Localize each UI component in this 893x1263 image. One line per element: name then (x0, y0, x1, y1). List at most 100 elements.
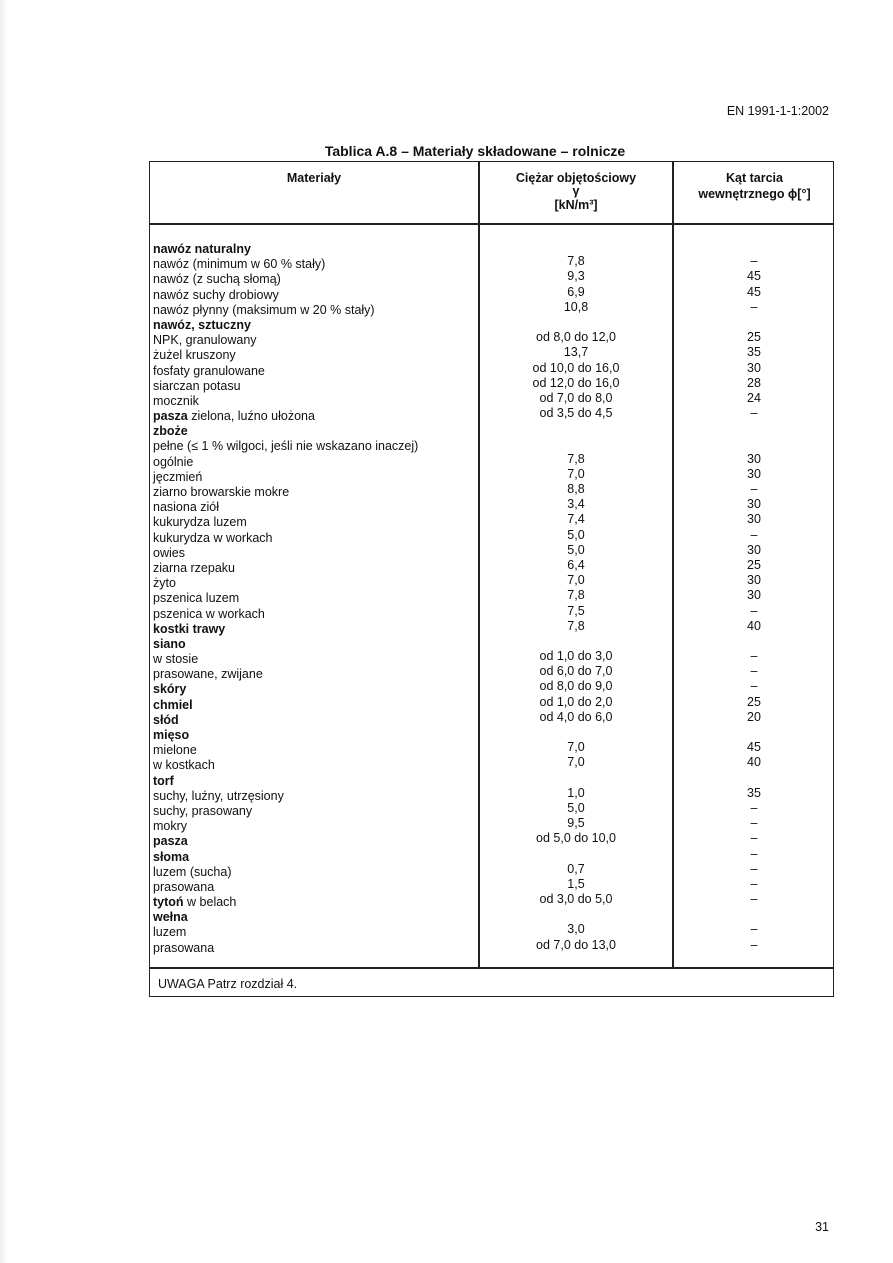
material-name-bold: wełna (153, 910, 188, 925)
material-name-text: jęczmień (153, 469, 203, 484)
material-name-text: żyto (153, 576, 176, 591)
table-row: jęczmień 7,0 30 (150, 466, 833, 485)
unit-weight-cell: 1,5 (567, 876, 585, 891)
material-name: żyto (153, 576, 176, 591)
header-friction-label: Kąt tarcia (726, 171, 783, 185)
material-name-bold: pasza (153, 409, 188, 424)
note-divider (150, 967, 833, 969)
unit-weight-cell: 3,4 (567, 497, 585, 512)
material-name: nawóz (z suchą słomą) (153, 272, 281, 287)
table-body: nawóz naturalny nawóz (minimum w 60 % sta… (150, 242, 833, 956)
friction-angle-cell: – (750, 649, 758, 664)
table-row: fosfaty granulowane od 10,0 do 16,0 30 (150, 360, 833, 379)
friction-angle-cell: 30 (747, 466, 761, 481)
material-name-text: kukurydza luzem (153, 515, 247, 530)
unit-weight-cell: 3,0 (567, 922, 585, 937)
table-row: nawóz (minimum w 60 % stały) 7,8 – (150, 254, 833, 272)
friction-angle-cell: – (750, 406, 758, 421)
material-name-text: prasowane, zwijane (153, 667, 263, 682)
material-name-text: w stosie (153, 652, 199, 667)
unit-weight-cell: 10,8 (563, 299, 589, 314)
friction-angle-cell: 30 (747, 512, 761, 527)
material-name-text: prasowana (153, 879, 215, 894)
material-name: prasowane, zwijane (153, 667, 263, 682)
material-name-text: mocznik (153, 393, 199, 408)
material-name-bold: zboże (153, 424, 188, 439)
material-name-text: pszenica luzem (153, 591, 240, 606)
friction-angle-cell: 30 (747, 497, 761, 512)
friction-angle-cell: 25 (747, 557, 761, 572)
unit-weight-cell: 7,0 (567, 755, 585, 770)
material-name: kukurydza w workach (153, 531, 273, 546)
friction-angle-cell: 30 (747, 542, 761, 557)
friction-angle-cell: – (750, 861, 758, 876)
material-name-text: żużel kruszony (153, 348, 236, 363)
table-row: suchy, luźny, utrzęsiony 1,0 35 (150, 785, 833, 804)
unit-weight-cell: od 8,0 do 12,0 (536, 330, 616, 345)
unit-weight-cell: od 8,0 do 9,0 (539, 679, 613, 694)
unit-weight-cell: 6,9 (567, 284, 585, 299)
material-name-text: luzem (sucha) (153, 864, 232, 879)
unit-weight-cell: od 4,0 do 6,0 (539, 709, 613, 724)
material-name: luzem (sucha) (153, 865, 232, 880)
unit-weight-cell: 7,0 (567, 466, 585, 481)
material-name: kukurydza luzem (153, 515, 247, 530)
material-name: mięso (153, 728, 189, 743)
friction-angle-cell: 24 (747, 390, 761, 405)
friction-angle-cell: – (750, 664, 758, 679)
unit-weight-cell: 9,3 (567, 269, 585, 284)
unit-weight-cell: 7,8 (567, 618, 585, 633)
material-name-text: nawóz suchy drobiowy (153, 287, 279, 302)
friction-angle-cell: 40 (747, 618, 761, 633)
unit-weight-cell: od 5,0 do 10,0 (536, 831, 616, 846)
material-name-bold: kostki trawy (153, 621, 226, 636)
unit-weight-cell: 5,0 (567, 527, 585, 542)
table-row: kukurydza luzem 7,4 30 (150, 512, 833, 530)
table-row: siarczan potasu od 12,0 do 16,0 28 (150, 376, 833, 394)
table-row: suchy, prasowany 5,0 – (150, 800, 833, 819)
material-name-bold: chmiel (153, 697, 193, 712)
unit-weight-cell: 7,8 (567, 254, 585, 269)
unit-weight-cell: od 3,5 do 4,5 (539, 406, 613, 421)
unit-weight-cell: 7,4 (567, 512, 585, 527)
friction-angle-cell: 40 (747, 755, 761, 770)
friction-angle-cell: – (750, 679, 758, 694)
unit-weight-cell: 9,5 (567, 816, 585, 831)
friction-angle-cell: 25 (747, 330, 761, 345)
material-name: w kostkach (153, 758, 215, 773)
table-row: tytoń w belach od 3,0 do 5,0 – (150, 892, 833, 910)
page-number: 31 (815, 1220, 829, 1234)
material-name-text: fosfaty granulowane (153, 363, 265, 378)
friction-angle-cell: 35 (747, 785, 761, 800)
material-name: pasza (153, 834, 188, 849)
unit-weight-cell: 6,4 (567, 557, 585, 572)
unit-weight-cell: 7,0 (567, 740, 585, 755)
friction-angle-cell: 30 (747, 360, 761, 375)
material-name: żużel kruszony (153, 348, 236, 363)
material-name-bold: siano (153, 636, 186, 651)
friction-angle-cell: – (750, 527, 758, 542)
table-note: UWAGA Patrz rozdział 4. (158, 977, 298, 991)
material-name-text: pszenica w workach (153, 606, 265, 621)
material-name: owies (153, 546, 185, 561)
material-name: wełna (153, 910, 188, 925)
material-name-text: nawóz (z suchą słomą) (153, 272, 281, 287)
material-name-bold: skóry (153, 682, 187, 697)
header-materials: Materiały (286, 171, 342, 185)
table-row: mielone 7,0 45 (150, 740, 833, 758)
material-name: prasowana (153, 880, 214, 895)
material-name-text: luzem (153, 925, 187, 940)
material-name: nawóz płynny (maksimum w 20 % stały) (153, 303, 375, 318)
material-name: skóry (153, 682, 186, 697)
table-row: żużel kruszony 13,7 35 (150, 345, 833, 363)
friction-angle-cell: – (750, 299, 758, 314)
material-name: ogólnie (153, 455, 193, 470)
friction-angle-cell: – (750, 816, 758, 831)
material-name-text: nawóz (minimum w 60 % stały) (153, 257, 326, 272)
material-name: mocznik (153, 394, 199, 409)
header-weight: Ciężar objętościowy γ [kN/m³] (480, 170, 672, 213)
material-name-text: prasowana (153, 940, 215, 955)
table-row: w kostkach 7,0 40 (150, 755, 833, 773)
unit-weight-cell: 5,0 (567, 800, 585, 815)
material-name: mokry (153, 819, 187, 834)
